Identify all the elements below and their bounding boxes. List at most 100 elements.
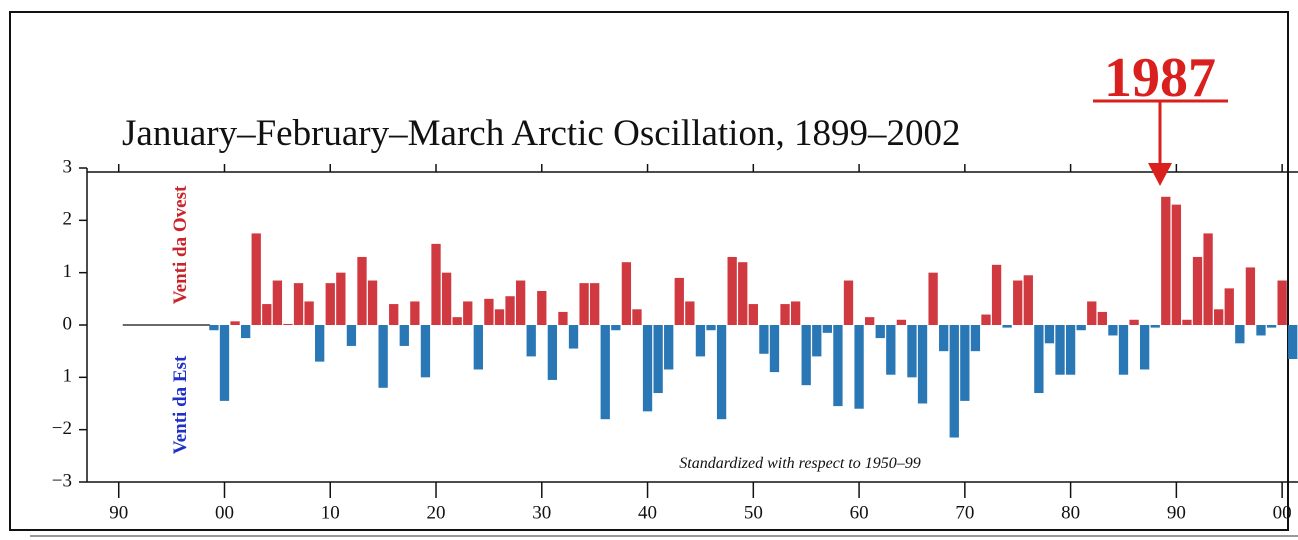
bar	[716, 325, 727, 420]
arrow-head	[1148, 163, 1172, 186]
bar	[865, 317, 875, 325]
x-tick-label: 00	[1273, 502, 1292, 523]
bar	[389, 304, 399, 325]
bar	[896, 319, 907, 325]
x-tick-label: 70	[955, 502, 974, 523]
bar	[1171, 204, 1182, 325]
bar	[420, 325, 431, 378]
bar	[357, 256, 367, 325]
bar	[790, 301, 801, 325]
bar	[695, 325, 706, 357]
bar	[537, 290, 547, 325]
bar	[1013, 280, 1023, 325]
bar	[960, 325, 970, 401]
bar	[917, 325, 928, 404]
bar	[1076, 325, 1086, 331]
bar	[1224, 288, 1234, 325]
bar	[219, 325, 230, 401]
bar	[431, 243, 441, 325]
bar	[1277, 280, 1287, 325]
x-tick-label: 10	[321, 502, 340, 523]
x-tick-label: 20	[427, 502, 446, 523]
bar	[590, 283, 600, 325]
bar	[738, 262, 748, 325]
bar	[674, 277, 684, 325]
bar	[251, 233, 261, 325]
bar	[304, 301, 314, 325]
bar	[833, 325, 843, 407]
bar	[1288, 325, 1298, 360]
bar	[515, 280, 526, 325]
bar	[981, 314, 991, 325]
bar	[685, 301, 695, 325]
x-tick-label: 00	[215, 502, 234, 523]
bar	[939, 325, 949, 352]
bar	[600, 325, 610, 420]
x-tick-label: 90	[1167, 502, 1186, 523]
bar	[801, 325, 811, 386]
bar	[441, 272, 452, 325]
bar	[1034, 325, 1044, 394]
bar	[1266, 325, 1277, 328]
bar	[283, 323, 293, 325]
bar	[653, 325, 663, 394]
bar	[1161, 196, 1171, 325]
bar	[748, 304, 758, 325]
bar	[1214, 309, 1224, 325]
y-tick-label: 1	[63, 261, 73, 282]
annotation-year: 1987	[1104, 47, 1216, 109]
bar	[1139, 325, 1150, 370]
bar	[367, 280, 378, 325]
bar	[822, 325, 833, 333]
bar	[1118, 325, 1129, 375]
x-tick-label: 50	[744, 502, 763, 523]
bar	[1065, 325, 1076, 375]
bar	[1256, 325, 1266, 336]
bar	[346, 325, 357, 346]
bar	[1203, 233, 1213, 325]
bar	[272, 280, 283, 325]
bar	[262, 304, 272, 325]
annotation-west: Venti da Ovest	[170, 185, 191, 304]
bar	[843, 280, 854, 325]
bar	[632, 309, 642, 325]
bar	[568, 325, 579, 349]
bar	[991, 264, 1002, 325]
bar	[1235, 325, 1245, 344]
x-tick-label: 60	[850, 502, 869, 523]
bar	[473, 325, 483, 370]
bar	[463, 301, 473, 325]
bar	[769, 325, 780, 373]
bar	[336, 272, 346, 325]
bar	[494, 309, 505, 325]
y-tick-label: 2	[63, 209, 73, 230]
bar	[812, 325, 822, 357]
bar	[970, 325, 981, 352]
bar	[706, 325, 716, 331]
y-tick-label: 3	[63, 156, 73, 177]
bar	[1108, 325, 1118, 336]
bar	[664, 325, 674, 370]
chart-title: January–February–March Arctic Oscillatio…	[122, 113, 960, 154]
y-tick-label: 1	[63, 366, 73, 387]
bar	[727, 256, 737, 325]
bar	[315, 325, 325, 362]
x-tick-label: 40	[638, 502, 657, 523]
bar	[875, 325, 885, 339]
bar	[1245, 267, 1256, 325]
frame	[9, 11, 1289, 531]
bar	[484, 298, 494, 325]
y-tick-label: −3	[52, 470, 72, 491]
bar	[1192, 256, 1203, 325]
bar	[886, 325, 896, 375]
bar	[621, 262, 632, 325]
bar	[505, 296, 515, 325]
annotation-east: Venti da Est	[170, 355, 191, 454]
bar	[759, 325, 769, 354]
bar	[611, 325, 621, 331]
bar	[526, 325, 536, 357]
x-tick-label: 30	[532, 502, 551, 523]
bar	[579, 283, 589, 325]
bar	[1023, 275, 1033, 325]
bar	[1150, 325, 1160, 328]
